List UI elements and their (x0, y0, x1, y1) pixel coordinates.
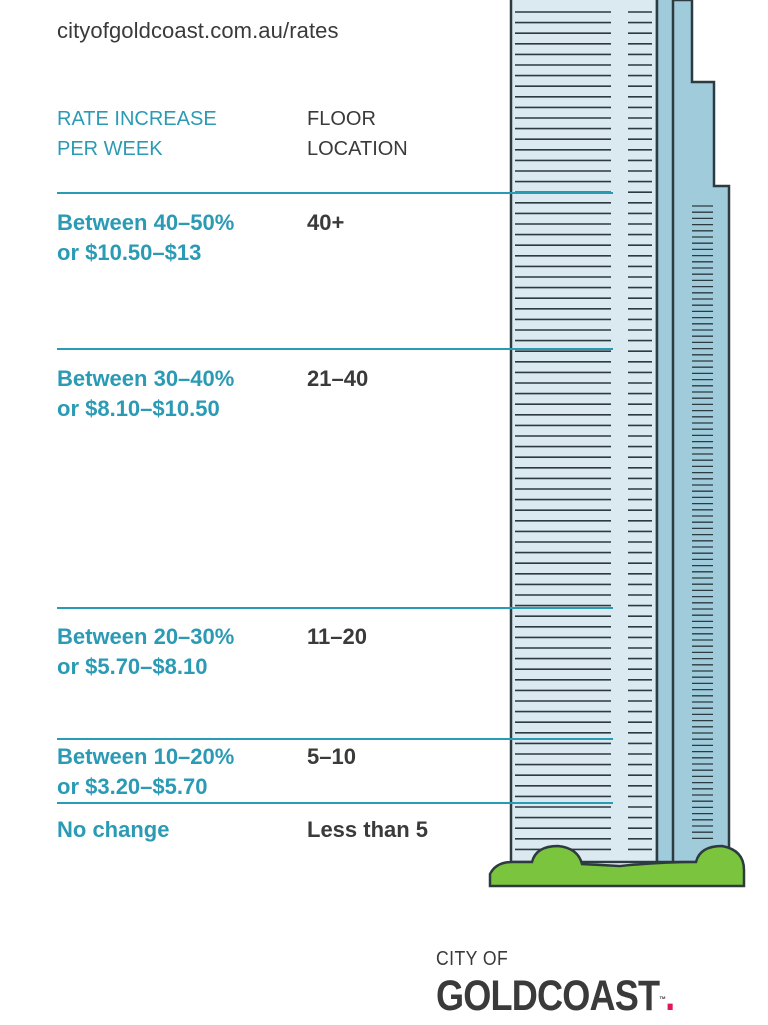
logo-dot: . (665, 972, 675, 1020)
logo-wordmark: GOLDCOAST (436, 972, 660, 1020)
city-of-goldcoast-logo: CITY OF GOLDCOAST™. (436, 948, 716, 1020)
rates-url[interactable]: cityofgoldcoast.com.au/rates (57, 18, 339, 43)
header-floor-location: FLOOR LOCATION (307, 108, 408, 160)
row-floor-11-20: 11–20 (307, 624, 367, 649)
logo-city-of: CITY OF (436, 948, 509, 970)
header-rate-increase: RATE INCREASE PER WEEK (57, 108, 217, 160)
row-floor-21-40: 21–40 (307, 366, 369, 391)
tower-main-side (655, 0, 675, 864)
divider-line (57, 192, 613, 194)
divider-line (57, 738, 613, 740)
row-rate-11-20: Between 20–30% or $5.70–$8.10 (57, 624, 235, 679)
divider-line (57, 802, 613, 804)
row-rate-5-10: Between 10–20% or $3.20–$5.70 (57, 744, 235, 799)
divider-line (57, 607, 613, 609)
logo-trademark: ™ (659, 995, 666, 1004)
row-floor-less-than-5: Less than 5 (307, 817, 429, 842)
row-floor-5-10: 5–10 (307, 744, 356, 769)
divider-line (57, 348, 613, 350)
tower-main-facade (509, 0, 659, 864)
logo-goldcoast: GOLDCOAST™. (436, 972, 675, 1020)
tower-floor-lines (515, 11, 713, 851)
row-floor-40plus: 40+ (307, 210, 345, 235)
row-rate-less-than-5: No change (57, 817, 170, 842)
row-rate-21-40: Between 30–40% or $8.10–$10.50 (57, 366, 235, 421)
row-rate-40plus: Between 40–50% or $10.50–$13 (57, 210, 235, 265)
grass-base (488, 844, 746, 888)
